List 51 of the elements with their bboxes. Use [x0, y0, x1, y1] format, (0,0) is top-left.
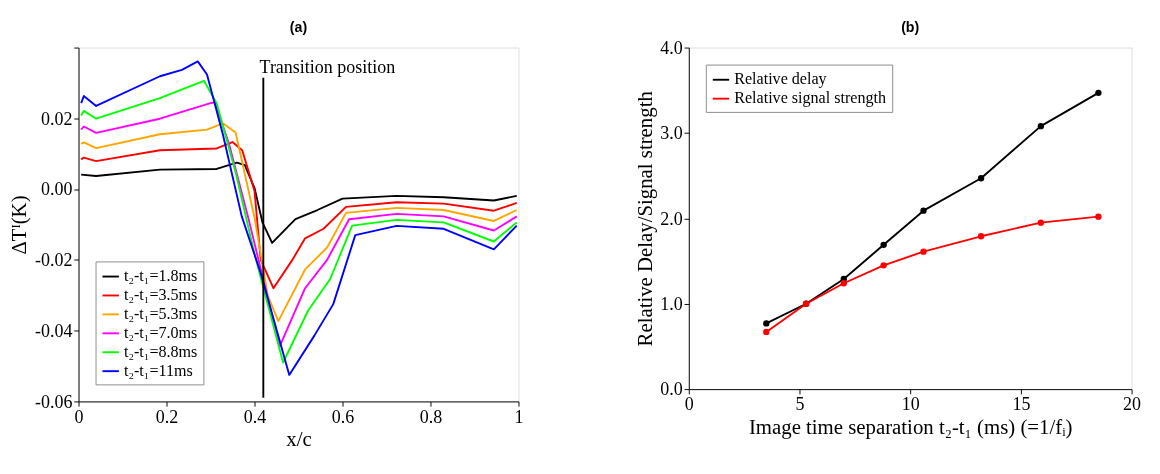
legend-label: t₂-t₁=3.5ms — [123, 286, 198, 304]
x-tick-label: 0 — [74, 406, 84, 427]
x-tick-label: 0.4 — [243, 406, 267, 427]
legend-label: Relative signal strength — [734, 89, 887, 108]
y-axis-title: ΔTᴵ(K) — [7, 195, 32, 255]
x-tick-label: 15 — [1012, 394, 1031, 415]
x-tick-label: 0 — [684, 394, 694, 415]
point — [880, 241, 887, 248]
legend-label: Relative delay — [734, 70, 827, 89]
x-tick-label: 0.8 — [419, 406, 443, 427]
legend-label: t₂-t₁=8.8ms — [123, 342, 198, 360]
point — [1037, 122, 1045, 130]
x-axis-title: Image time separation t₂-t₁ (ms) (=1/fᵢ) — [748, 415, 1073, 440]
chart-title: (a) — [289, 19, 308, 36]
y-axis-title: Relative Delay/Signal strength — [632, 90, 657, 347]
x-tick-label: 1 — [514, 406, 524, 427]
y-tick-label: 0.02 — [40, 108, 73, 129]
x-tick-label: 20 — [1123, 394, 1142, 415]
line-series — [80, 141, 518, 290]
legend-label: t₂-t₁=11ms — [123, 361, 193, 379]
y-tick-label: 2.0 — [660, 208, 683, 229]
point — [840, 280, 847, 287]
x-tick-label: 0.6 — [331, 406, 355, 427]
y-tick-label: -0.06 — [34, 391, 73, 412]
y-tick-label: -0.04 — [34, 320, 73, 341]
point — [763, 328, 770, 336]
y-tick-label: 0.00 — [40, 179, 73, 200]
point — [880, 262, 887, 269]
x-tick-label: 5 — [795, 394, 805, 415]
legend-label: t₂-t₁=7.0ms — [123, 324, 198, 342]
x-axis-title: x/c — [286, 427, 312, 452]
y-tick-label: 0.0 — [660, 379, 683, 400]
point — [920, 248, 927, 255]
point — [920, 207, 927, 214]
point — [1095, 89, 1102, 96]
point — [1095, 213, 1102, 220]
point — [1037, 219, 1045, 226]
point — [977, 233, 985, 240]
ref-line-label: Transition position — [259, 57, 396, 78]
x-tick-label: 0.2 — [155, 406, 179, 427]
y-tick-label: 3.0 — [660, 123, 683, 144]
legend-label: t₂-t₁=5.3ms — [123, 305, 198, 323]
legend-label: t₂-t₁=1.8ms — [123, 267, 198, 285]
point — [763, 320, 770, 327]
x-tick-label: 10 — [901, 394, 920, 415]
chart-title: (b) — [901, 19, 920, 36]
y-tick-label: 4.0 — [660, 37, 683, 58]
point — [977, 175, 985, 182]
line-series — [80, 122, 518, 323]
y-tick-label: -0.02 — [34, 250, 73, 271]
y-tick-label: 1.0 — [660, 293, 683, 314]
